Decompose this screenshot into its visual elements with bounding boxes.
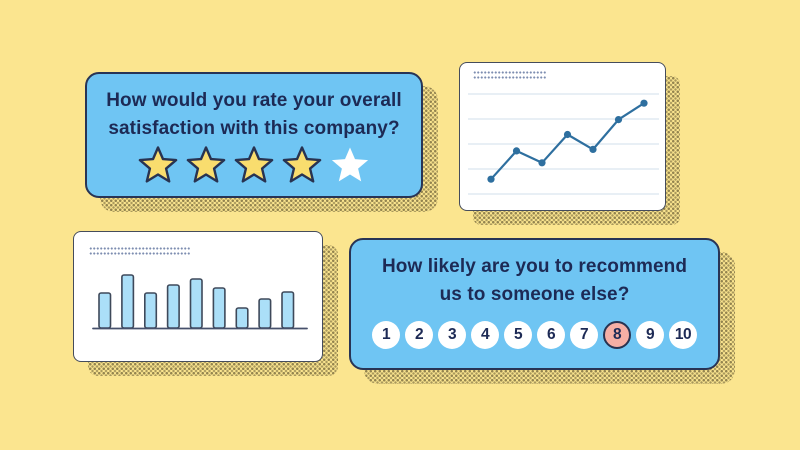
question-line: How likely are you to recommend — [381, 256, 688, 277]
nps-option-9[interactable]: 9 — [636, 321, 664, 349]
satisfaction-question-text: How would you rate your overall satisfac… — [87, 87, 421, 143]
star-icon[interactable] — [282, 146, 322, 184]
question-line: us to someone else? — [439, 284, 630, 305]
line-chart-card — [459, 62, 666, 211]
nps-question-text: How likely are you to recommend us to so… — [351, 253, 718, 309]
line-chart — [460, 63, 667, 217]
nps-option-8[interactable]: 8 — [603, 321, 631, 349]
nps-option-10[interactable]: 10 — [669, 321, 697, 349]
nps-option-4[interactable]: 4 — [471, 321, 499, 349]
nps-option-2[interactable]: 2 — [405, 321, 433, 349]
star-icon[interactable] — [186, 146, 226, 184]
bar-chart-card — [73, 231, 323, 362]
bar-chart — [74, 232, 324, 368]
nps-option-1[interactable]: 1 — [372, 321, 400, 349]
nps-option-6[interactable]: 6 — [537, 321, 565, 349]
placeholder-text-scribble — [89, 246, 191, 256]
satisfaction-question-card: How would you rate your overall satisfac… — [85, 72, 423, 198]
nps-option-3[interactable]: 3 — [438, 321, 466, 349]
nps-option-7[interactable]: 7 — [570, 321, 598, 349]
question-line: satisfaction with this company? — [108, 118, 400, 139]
star-icon[interactable] — [234, 146, 274, 184]
star-icon[interactable] — [330, 146, 370, 184]
question-line: How would you rate your overall — [106, 90, 402, 111]
star-rating — [87, 146, 421, 184]
placeholder-text-scribble — [473, 70, 547, 81]
nps-scale: 1 2 3 4 5 6 7 8 9 10 — [351, 321, 718, 349]
nps-option-5[interactable]: 5 — [504, 321, 532, 349]
nps-question-card: How likely are you to recommend us to so… — [349, 238, 720, 370]
star-icon[interactable] — [138, 146, 178, 184]
